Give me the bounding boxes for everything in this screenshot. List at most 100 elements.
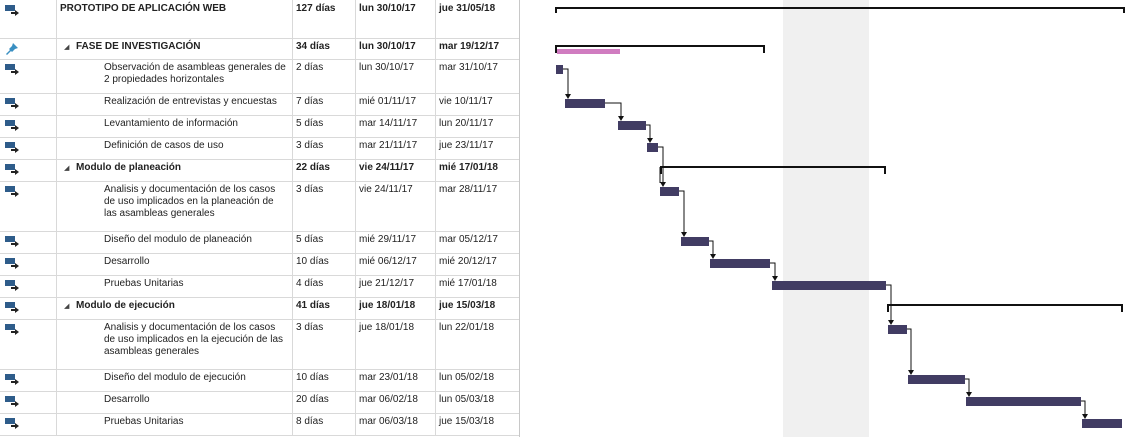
- task-finish[interactable]: lun 20/11/17: [439, 118, 494, 129]
- task-duration[interactable]: 127 días: [293, 0, 356, 38]
- table-row[interactable]: Pruebas Unitarias 4 días jue 21/12/17 mié 1…: [0, 275, 519, 298]
- task-mode-auto-icon[interactable]: [4, 417, 20, 429]
- task-name-cell[interactable]: Diseño del modulo de planeación: [57, 231, 293, 253]
- table-row[interactable]: Analisis y documentación de los casos de…: [0, 181, 519, 232]
- pushpin-icon[interactable]: [4, 42, 20, 55]
- task-name-cell[interactable]: Pruebas Unitarias: [57, 413, 293, 435]
- table-row[interactable]: Levantamiento de información 5 días mar 14…: [0, 115, 519, 138]
- task-name-cell[interactable]: Analisis y documentación de los casos de…: [57, 181, 293, 231]
- task-start[interactable]: jue 18/01/18: [356, 319, 436, 369]
- task-mode-auto-icon[interactable]: [4, 301, 20, 313]
- table-row[interactable]: Definición de casos de uso 3 días mar 21/1…: [0, 137, 519, 160]
- task-bar[interactable]: [660, 187, 679, 196]
- task-duration[interactable]: 3 días: [293, 137, 356, 159]
- collapse-caret-icon[interactable]: ◢: [64, 303, 70, 310]
- task-finish[interactable]: lun 05/03/18: [439, 394, 495, 405]
- task-duration[interactable]: 34 días: [293, 38, 356, 59]
- task-bar[interactable]: [647, 143, 658, 152]
- task-start[interactable]: jue 18/01/18: [356, 297, 436, 319]
- task-start[interactable]: mar 06/02/18: [356, 391, 436, 413]
- task-duration[interactable]: 10 días: [293, 369, 356, 391]
- task-duration[interactable]: 3 días: [293, 319, 356, 369]
- task-duration[interactable]: 5 días: [293, 231, 356, 253]
- task-finish[interactable]: mar 19/12/17: [439, 41, 500, 52]
- task-duration[interactable]: 5 días: [293, 115, 356, 137]
- table-row[interactable]: Analisis y documentación de los casos de…: [0, 319, 519, 370]
- collapse-caret-icon[interactable]: ◢: [64, 44, 70, 51]
- task-start[interactable]: lun 30/10/17: [356, 59, 436, 93]
- task-start[interactable]: vie 24/11/17: [356, 181, 436, 231]
- task-finish[interactable]: mié 17/01/18: [439, 162, 498, 173]
- task-finish[interactable]: mar 28/11/17: [439, 184, 498, 195]
- task-bar[interactable]: [1082, 419, 1122, 428]
- task-mode-auto-icon[interactable]: [4, 395, 20, 407]
- task-bar[interactable]: [888, 325, 907, 334]
- summary-bar[interactable]: [887, 304, 1123, 306]
- task-duration[interactable]: 10 días: [293, 253, 356, 275]
- task-bar[interactable]: [618, 121, 646, 130]
- task-start[interactable]: jue 21/12/17: [356, 275, 436, 297]
- task-mode-auto-icon[interactable]: [4, 119, 20, 131]
- task-finish[interactable]: lun 05/02/18: [439, 372, 495, 383]
- task-name-cell[interactable]: Desarrollo: [57, 253, 293, 275]
- task-start[interactable]: mar 21/11/17: [356, 137, 436, 159]
- task-bar[interactable]: [908, 375, 965, 384]
- task-mode-auto-icon[interactable]: [4, 373, 20, 385]
- task-start[interactable]: mié 01/11/17: [356, 93, 436, 115]
- task-mode-auto-icon[interactable]: [4, 4, 20, 16]
- task-name-cell[interactable]: Observación de asambleas generales de 2 …: [57, 59, 293, 93]
- table-row[interactable]: ◢ FASE DE INVESTIGACIÓN 34 días lun 30/10/1…: [0, 38, 519, 60]
- task-mode-auto-icon[interactable]: [4, 185, 20, 197]
- task-duration[interactable]: 7 días: [293, 93, 356, 115]
- task-finish[interactable]: mié 20/12/17: [439, 256, 497, 267]
- task-finish[interactable]: jue 31/05/18: [439, 3, 496, 14]
- task-duration[interactable]: 22 días: [293, 159, 356, 181]
- task-bar[interactable]: [710, 259, 770, 268]
- task-duration[interactable]: 2 días: [293, 59, 356, 93]
- task-duration[interactable]: 41 días: [293, 297, 356, 319]
- summary-bar[interactable]: [660, 166, 886, 168]
- table-row[interactable]: Pruebas Unitarias 8 días mar 06/03/18 jue 1…: [0, 413, 519, 436]
- table-row[interactable]: ◢ Modulo de ejecución 41 días jue 18/01/18 j…: [0, 297, 519, 320]
- task-bar[interactable]: [966, 397, 1081, 406]
- table-row[interactable]: Observación de asambleas generales de 2 …: [0, 59, 519, 94]
- task-duration[interactable]: 8 días: [293, 413, 356, 435]
- task-duration[interactable]: 20 días: [293, 391, 356, 413]
- task-finish[interactable]: vie 10/11/17: [439, 96, 493, 107]
- task-start[interactable]: mar 23/01/18: [356, 369, 436, 391]
- task-name-cell[interactable]: Realización de entrevistas y encuestas: [57, 93, 293, 115]
- task-mode-auto-icon[interactable]: [4, 257, 20, 269]
- task-mode-auto-icon[interactable]: [4, 323, 20, 335]
- task-finish[interactable]: jue 15/03/18: [439, 416, 495, 427]
- task-start[interactable]: mar 06/03/18: [356, 413, 436, 435]
- task-name-cell[interactable]: Analisis y documentación de los casos de…: [57, 319, 293, 369]
- task-finish[interactable]: mié 17/01/18: [439, 278, 497, 289]
- task-start[interactable]: mié 06/12/17: [356, 253, 436, 275]
- summary-bar[interactable]: [555, 45, 765, 47]
- table-row[interactable]: ◢ Modulo de planeación 22 días vie 24/11/17…: [0, 159, 519, 182]
- table-row[interactable]: Desarrollo 20 días mar 06/02/18 lun 05/03/1…: [0, 391, 519, 414]
- task-name-cell[interactable]: Pruebas Unitarias: [57, 275, 293, 297]
- task-name-cell[interactable]: Diseño del modulo de ejecución: [57, 369, 293, 391]
- task-bar[interactable]: [565, 99, 605, 108]
- table-row[interactable]: Diseño del modulo de ejecución 10 días mar…: [0, 369, 519, 392]
- table-row[interactable]: Desarrollo 10 días mié 06/12/17 mié 20/12/1…: [0, 253, 519, 276]
- task-duration[interactable]: 3 días: [293, 181, 356, 231]
- table-row[interactable]: Diseño del modulo de planeación 5 días mié…: [0, 231, 519, 254]
- task-mode-auto-icon[interactable]: [4, 141, 20, 153]
- task-name-cell[interactable]: Definición de casos de uso: [57, 137, 293, 159]
- task-mode-auto-icon[interactable]: [4, 235, 20, 247]
- collapse-caret-icon[interactable]: ◢: [64, 165, 70, 172]
- task-name-cell[interactable]: Levantamiento de información: [57, 115, 293, 137]
- task-start[interactable]: lun 30/10/17: [356, 38, 436, 59]
- task-finish[interactable]: jue 23/11/17: [439, 140, 494, 151]
- task-mode-auto-icon[interactable]: [4, 279, 20, 291]
- task-start[interactable]: mar 14/11/17: [356, 115, 436, 137]
- task-mode-auto-icon[interactable]: [4, 97, 20, 109]
- task-name-cell[interactable]: Desarrollo: [57, 391, 293, 413]
- task-bar[interactable]: [556, 65, 563, 74]
- task-start[interactable]: vie 24/11/17: [356, 159, 436, 181]
- task-mode-auto-icon[interactable]: [4, 163, 20, 175]
- table-row[interactable]: Realización de entrevistas y encuestas 7 …: [0, 93, 519, 116]
